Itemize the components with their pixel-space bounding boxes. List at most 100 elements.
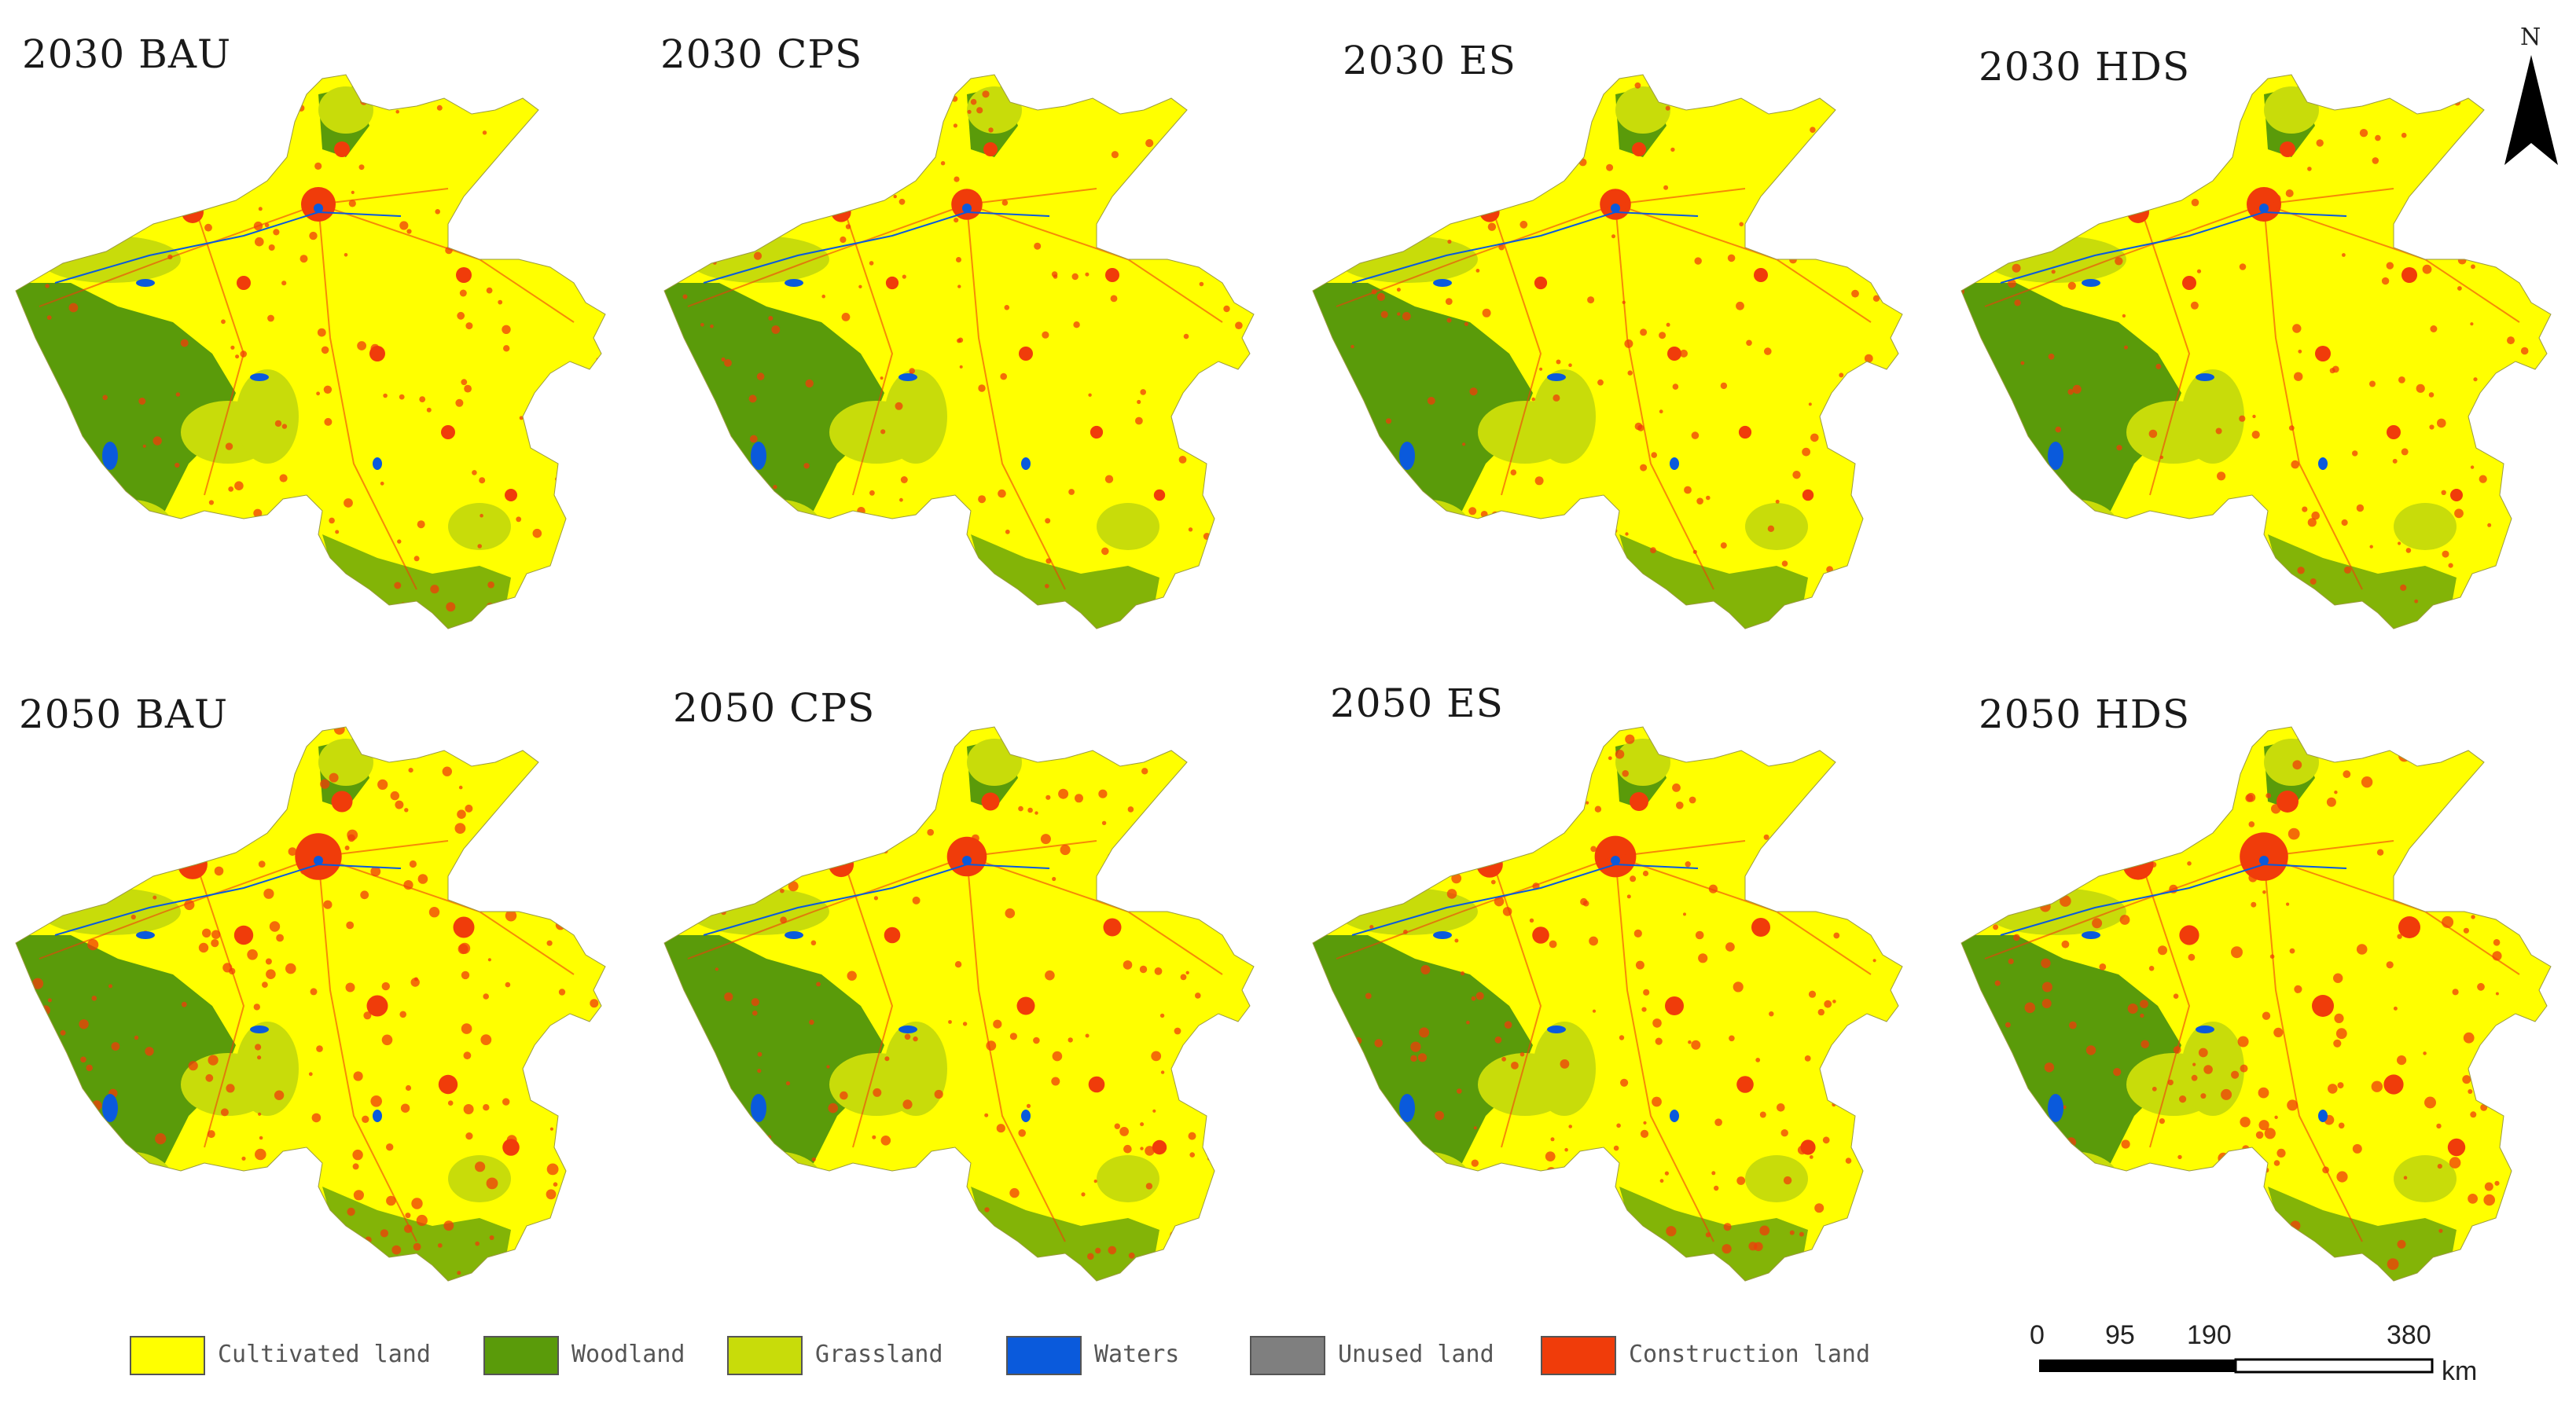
city-core — [1751, 918, 1770, 937]
construction-land-patch — [955, 1267, 965, 1277]
construction-land-patch — [684, 1284, 691, 1291]
construction-land-patch — [1205, 1277, 1209, 1281]
construction-land-patch — [1211, 775, 1221, 785]
grassland-patch — [39, 236, 181, 283]
construction-land-patch — [1587, 296, 1595, 304]
city-core — [2315, 346, 2331, 361]
construction-land-patch — [2012, 263, 2021, 273]
construction-land-patch — [244, 610, 250, 615]
construction-land-patch — [1845, 1158, 1852, 1164]
construction-land-patch — [155, 1133, 167, 1145]
construction-land-patch — [1817, 1008, 1825, 1016]
construction-land-patch — [1172, 214, 1181, 223]
construction-land-patch — [207, 733, 214, 740]
construction-land-patch — [2024, 1279, 2031, 1281]
construction-land-patch — [1001, 200, 1009, 206]
construction-land-patch — [2310, 578, 2317, 585]
construction-land-patch — [2084, 1163, 2089, 1169]
construction-land-patch — [669, 229, 674, 234]
city-core — [981, 792, 1000, 811]
construction-land-patch — [352, 1163, 359, 1170]
construction-land-patch — [749, 435, 758, 443]
city-core — [1103, 918, 1122, 937]
construction-land-patch — [2359, 622, 2364, 626]
construction-land-patch — [1504, 1021, 1512, 1029]
construction-land-patch — [546, 940, 553, 946]
construction-land-patch — [1236, 591, 1245, 600]
construction-land-patch — [1961, 1251, 1966, 1259]
construction-land-patch — [1309, 608, 1313, 612]
construction-land-patch — [2164, 1237, 2172, 1244]
construction-land-patch — [2209, 95, 2218, 105]
construction-land-patch — [2541, 566, 2549, 574]
city-core — [1016, 996, 1035, 1015]
construction-land-patch — [713, 563, 722, 572]
construction-land-patch — [77, 1224, 89, 1236]
city-core — [331, 791, 353, 813]
city-core — [2447, 1138, 2466, 1157]
construction-land-patch — [1995, 904, 2004, 914]
construction-land-patch — [2468, 1089, 2473, 1094]
construction-land-patch — [954, 176, 960, 182]
construction-land-patch — [913, 1036, 918, 1042]
water-body — [1399, 442, 1415, 470]
construction-land-patch — [1584, 565, 1588, 569]
construction-land-patch — [1026, 1103, 1031, 1108]
construction-land-patch — [153, 589, 156, 593]
construction-land-patch — [475, 1241, 480, 1246]
construction-land-patch — [225, 442, 233, 450]
construction-land-patch — [502, 1098, 510, 1106]
construction-land-patch — [2273, 1027, 2284, 1037]
construction-land-patch — [2140, 1013, 2144, 1018]
construction-land-patch — [1033, 1037, 1040, 1044]
construction-land-patch — [1802, 185, 1806, 189]
construction-land-patch — [1196, 160, 1201, 167]
construction-land-patch — [2326, 1268, 2330, 1271]
construction-land-patch — [1518, 1233, 1525, 1239]
construction-land-patch — [2540, 1022, 2545, 1026]
construction-land-patch — [902, 1099, 913, 1110]
construction-land-patch — [1812, 596, 1819, 604]
construction-land-patch — [214, 866, 224, 876]
construction-land-patch — [269, 921, 281, 932]
city-core — [505, 489, 517, 501]
construction-land-patch — [465, 322, 473, 330]
construction-land-patch — [1053, 274, 1058, 279]
construction-land-patch — [316, 391, 320, 396]
construction-land-patch — [2051, 270, 2056, 274]
construction-land-patch — [1708, 741, 1718, 750]
construction-land-patch — [486, 1177, 498, 1190]
construction-land-patch — [1195, 993, 1201, 999]
construction-land-patch — [539, 393, 545, 399]
construction-land-patch — [1185, 971, 1189, 974]
construction-land-patch — [1356, 615, 1365, 624]
construction-land-patch — [1083, 626, 1090, 629]
construction-land-patch — [1951, 139, 1957, 145]
construction-land-patch — [1039, 628, 1045, 629]
city-core — [828, 851, 854, 878]
construction-land-patch — [487, 743, 495, 753]
construction-land-patch — [962, 1022, 968, 1026]
construction-land-patch — [1727, 254, 1736, 262]
grassland-patch — [1097, 1155, 1159, 1202]
construction-land-patch — [948, 1020, 952, 1024]
construction-land-patch — [909, 1181, 918, 1191]
construction-land-patch — [982, 90, 990, 98]
construction-land-patch — [1694, 257, 1702, 265]
construction-land-patch — [314, 162, 322, 170]
construction-land-patch — [1218, 1103, 1223, 1107]
construction-land-patch — [825, 1183, 834, 1193]
construction-land-patch — [2287, 1099, 2299, 1111]
construction-land-patch — [258, 207, 263, 211]
construction-land-patch — [956, 257, 961, 262]
construction-land-patch — [757, 1051, 763, 1057]
construction-land-patch — [978, 495, 987, 504]
construction-land-patch — [1472, 1268, 1481, 1279]
construction-land-patch — [810, 940, 817, 946]
construction-land-patch — [880, 376, 884, 380]
construction-land-patch — [546, 1163, 559, 1176]
construction-land-patch — [255, 1044, 262, 1051]
city-core — [182, 201, 204, 223]
city-core — [2383, 1074, 2404, 1095]
construction-land-patch — [288, 534, 296, 541]
